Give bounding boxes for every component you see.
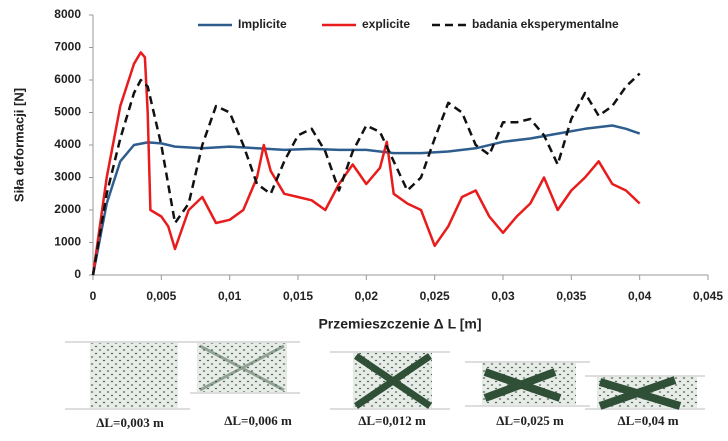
y-tick-label: 6000	[54, 72, 81, 86]
x-axis-title: Przemieszczenie Δ L [m]	[318, 316, 481, 332]
x-tick-label: 0,01	[218, 289, 242, 303]
panel-label: ΔL=0,003 m	[96, 415, 164, 430]
y-tick-label: 4000	[54, 137, 81, 151]
panel-label: ΔL=0,006 m	[224, 413, 292, 428]
x-tick-label: 0,015	[283, 289, 313, 303]
y-tick-label: 7000	[54, 40, 81, 54]
y-axis-title: Siła deformacji [N]	[11, 88, 26, 202]
x-tick-label: 0,02	[355, 289, 379, 303]
y-tick-label: 3000	[54, 170, 81, 184]
y-tick-label: 1000	[54, 235, 81, 249]
y-tick-label: 2000	[54, 202, 81, 216]
x-tick-label: 0,03	[491, 289, 515, 303]
page: Siła deformacji [N] Przemieszczenie Δ L …	[0, 0, 728, 441]
panels: ΔL=0,003 m ΔL=0,006 m ΔL=0,012 m ΔL=0,02…	[65, 342, 705, 430]
legend-label: Implicite	[238, 17, 287, 31]
x-tick-label: 0,005	[146, 289, 176, 303]
y-tick-label: 0	[74, 267, 81, 281]
data-line	[93, 52, 640, 275]
panel-label: ΔL=0,025 m	[496, 413, 564, 428]
legend-label: explicite	[362, 17, 410, 31]
x-tick-label: 0,04	[628, 289, 652, 303]
x-tick-label: 0,035	[556, 289, 586, 303]
y-tick-label: 5000	[54, 105, 81, 119]
x-tick-label: 0	[90, 289, 97, 303]
y-tick-label: 8000	[54, 7, 81, 21]
chart: Siła deformacji [N] Przemieszczenie Δ L …	[0, 0, 728, 436]
x-tick-label: 0,025	[420, 289, 450, 303]
panel-label: ΔL=0,012 m	[358, 413, 426, 428]
legend-label: badania eksperymentalne	[472, 17, 619, 31]
panel-label: ΔL=0,04 m	[617, 413, 678, 428]
x-tick-label: 0,045	[693, 289, 723, 303]
panel-image	[90, 343, 178, 408]
data-line	[93, 126, 640, 276]
